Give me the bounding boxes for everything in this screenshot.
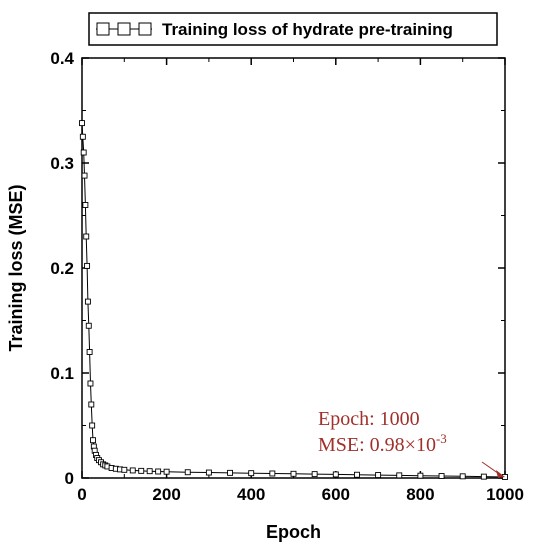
legend-label: Training loss of hydrate pre-training <box>162 20 453 39</box>
y-tick-label-0: 0 <box>65 469 74 488</box>
series-markers <box>79 120 508 480</box>
data-point-4 <box>82 202 89 208</box>
data-point-38 <box>311 471 318 478</box>
data-point-3 <box>81 172 88 179</box>
data-point-29 <box>146 468 153 475</box>
x-tick-label-5: 1000 <box>486 485 524 504</box>
data-point-0 <box>79 120 85 127</box>
data-point-28 <box>138 467 145 474</box>
data-point-6 <box>84 262 91 269</box>
y-tick-label-1: 0.1 <box>50 364 74 383</box>
legend: Training loss of hydrate pre-training <box>88 12 498 46</box>
data-point-44 <box>438 473 445 479</box>
annotation-arrowhead <box>496 469 505 478</box>
data-point-8 <box>85 322 92 329</box>
data-point-26 <box>121 466 128 473</box>
data-point-13 <box>90 437 96 444</box>
y-tick-label-3: 0.3 <box>50 154 74 173</box>
data-point-46 <box>480 473 487 480</box>
plot-area-frame <box>81 57 506 479</box>
annotation-mse-value: MSE: 0.98×10 <box>318 434 436 456</box>
legend-marker-1 <box>96 22 110 36</box>
data-point-12 <box>89 422 96 429</box>
data-point-31 <box>163 468 170 475</box>
data-point-37 <box>290 470 297 477</box>
x-tick-label-2: 400 <box>237 485 265 504</box>
data-point-43 <box>417 472 424 479</box>
data-point-45 <box>459 473 466 480</box>
x-tick-label-1: 200 <box>152 485 180 504</box>
x-tick-label-3: 600 <box>322 485 350 504</box>
data-point-33 <box>205 469 212 476</box>
legend-box <box>88 12 498 46</box>
y-tick-label-2: 0.2 <box>50 259 74 278</box>
data-point-11 <box>88 401 95 408</box>
data-point-32 <box>184 469 191 476</box>
legend-marker-3 <box>138 22 152 36</box>
x-axis-label: Epoch <box>266 522 321 542</box>
data-point-34 <box>227 469 234 476</box>
x-tick-label-0: 0 <box>77 485 86 504</box>
data-point-5 <box>83 233 90 240</box>
data-point-36 <box>269 470 276 477</box>
data-point-10 <box>87 380 94 387</box>
tick-labels: 0 200 400 600 800 1000 0 0.1 0.2 0.3 0.4 <box>50 49 524 504</box>
annotation-mse-exponent: -3 <box>436 431 447 446</box>
legend-marker-2 <box>117 22 131 36</box>
data-point-27 <box>129 467 136 474</box>
data-point-30 <box>155 468 162 475</box>
data-point-41 <box>375 472 382 479</box>
data-point-39 <box>332 471 339 478</box>
y-axis-label: Training loss (MSE) <box>6 184 26 351</box>
annotation: Epoch: 1000 MSE: 0.98×10-3 <box>318 408 505 478</box>
data-point-40 <box>354 471 360 478</box>
x-tick-label-4: 800 <box>406 485 434 504</box>
data-point-7 <box>84 298 91 305</box>
data-point-2 <box>80 149 87 156</box>
data-point-1 <box>79 133 86 140</box>
annotation-epoch: Epoch: 1000 <box>318 408 420 430</box>
y-tick-label-4: 0.4 <box>50 49 74 68</box>
data-point-9 <box>86 349 93 355</box>
data-point-42 <box>396 472 403 479</box>
series-line-training-loss <box>81 123 506 478</box>
axis-ticks <box>81 57 506 479</box>
annotation-mse: MSE: 0.98×10-3 <box>318 431 447 456</box>
data-point-35 <box>248 470 255 477</box>
